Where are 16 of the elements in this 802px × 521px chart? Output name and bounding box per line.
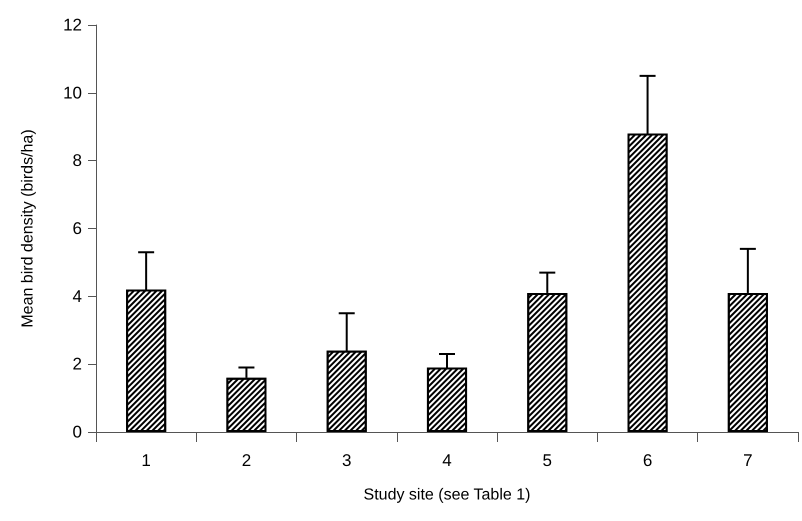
- y-tick-label: 12: [63, 16, 82, 34]
- y-tick-label: 2: [72, 354, 82, 374]
- y-tick-label: 8: [72, 151, 82, 170]
- x-axis-title: Study site (see Table 1): [364, 486, 530, 504]
- x-tick-label: 2: [242, 451, 252, 470]
- x-tick-label: 5: [542, 451, 552, 470]
- y-tick-label: 10: [63, 83, 82, 102]
- y-tick-label: 6: [72, 219, 82, 238]
- x-tick-label: 4: [442, 451, 452, 470]
- x-tick-label: 1: [141, 451, 151, 470]
- y-axis-title: Mean bird density (birds/ha): [20, 129, 36, 328]
- x-tick-label: 6: [642, 451, 652, 470]
- x-tick-label: 7: [743, 451, 753, 470]
- x-tick-label: 3: [342, 451, 352, 470]
- y-tick-label: 0: [72, 422, 82, 442]
- y-tick-label: 4: [72, 286, 82, 306]
